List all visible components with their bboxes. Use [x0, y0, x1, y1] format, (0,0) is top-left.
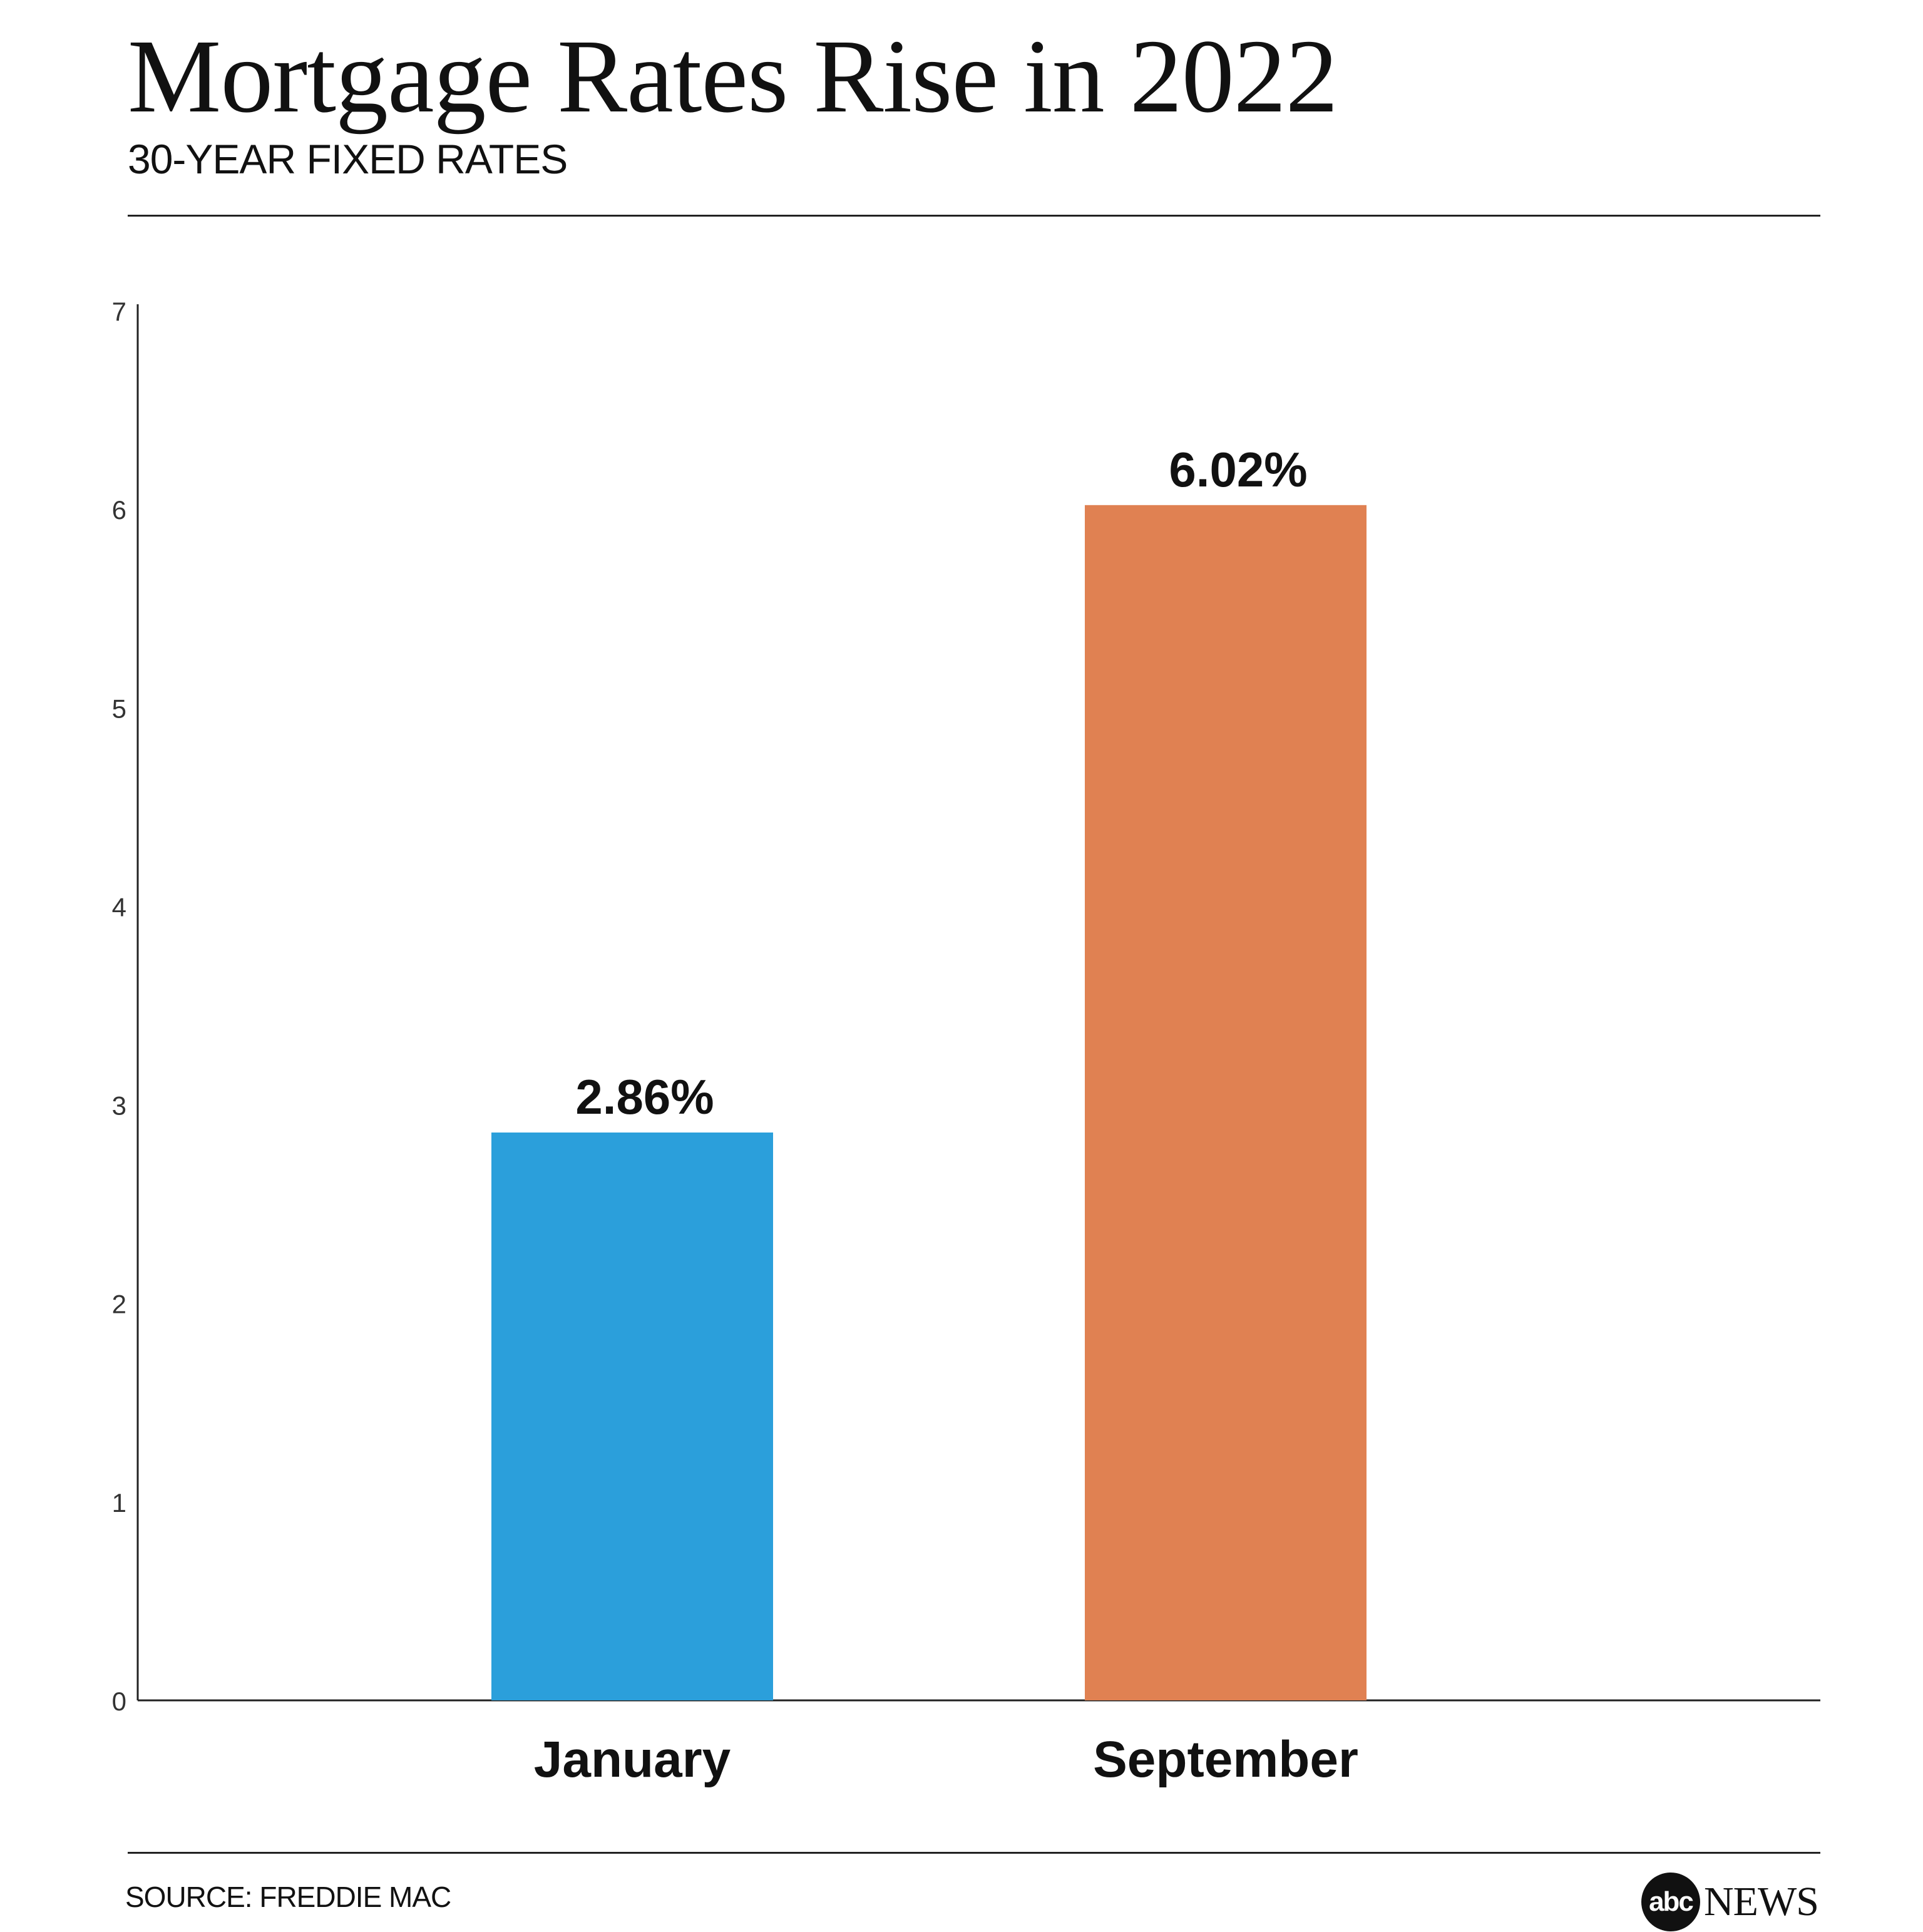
y-tick-label: 5 [112, 694, 126, 723]
bar-september [1085, 505, 1367, 1700]
source-note: SOURCE: FREDDIE MAC [125, 1881, 451, 1913]
y-tick-label: 1 [112, 1488, 126, 1518]
header-divider [128, 215, 1820, 217]
bar-january [491, 1132, 773, 1700]
data-label: 6.02% [1169, 442, 1307, 497]
chart-title: Mortgage Rates Rise in 2022 [128, 18, 1338, 135]
y-tick-label: 3 [112, 1091, 126, 1121]
y-tick-label: 6 [112, 495, 126, 525]
chart-subtitle: 30-YEAR FIXED RATES [128, 136, 568, 182]
abc-logo-badge: abc [1641, 1873, 1700, 1931]
x-tick-label: January [534, 1731, 731, 1788]
y-tick-label: 0 [112, 1687, 126, 1716]
data-label: 2.86% [575, 1069, 714, 1124]
y-tick-label: 4 [112, 892, 126, 922]
y-tick-label: 7 [112, 297, 126, 326]
abc-news-logo: abc NEWS [1641, 1872, 1819, 1932]
footer-divider [128, 1852, 1820, 1854]
y-tick-label: 2 [112, 1290, 126, 1319]
news-logo-word: NEWS [1704, 1879, 1819, 1924]
x-tick-label: September [1093, 1731, 1358, 1788]
bar-chart: 0 1 2 3 4 5 6 7 2.86% January 6.02% September [112, 297, 1820, 1788]
